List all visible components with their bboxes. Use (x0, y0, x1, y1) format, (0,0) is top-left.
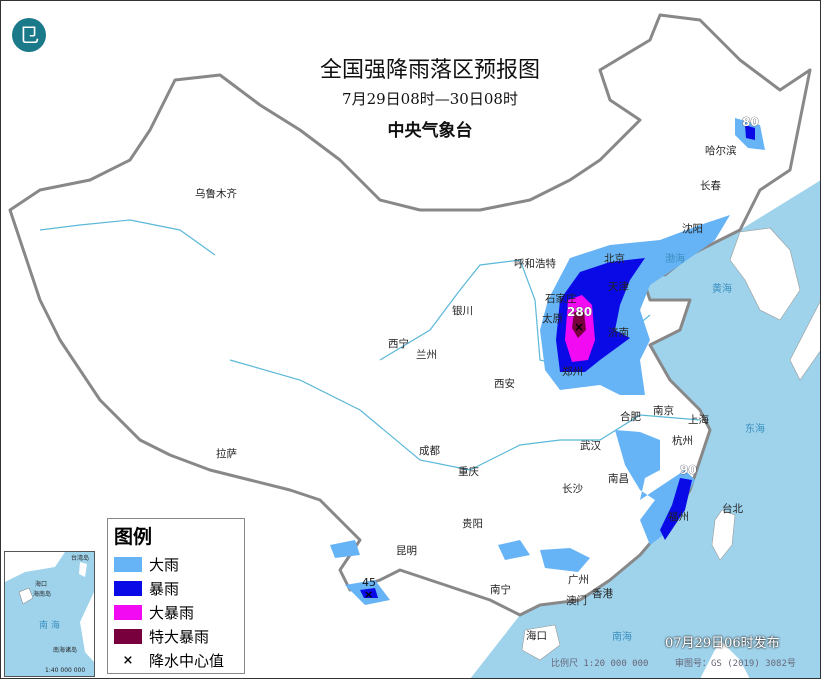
city-label: 济南 (608, 326, 629, 339)
city-label: 太原 (542, 312, 563, 325)
city-label: 福州 (668, 510, 689, 523)
yangtze-river (229, 359, 701, 471)
legend-label: 降水中心值 (149, 651, 225, 670)
city-label: 沈阳 (682, 222, 703, 235)
inset-scale: 1:40 000 000 (45, 667, 85, 674)
city-label: 台北 (722, 502, 743, 515)
city-label: 合肥 (620, 410, 641, 423)
inset-label: 海南岛 (33, 590, 51, 598)
city-label: 长春 (700, 180, 721, 192)
legend: 图例 大雨 暴雨 大暴雨 特大暴雨 × 降水中心值 (107, 518, 245, 674)
city-label: 香港 (592, 588, 613, 600)
legend-swatch (114, 556, 142, 572)
southeast-asia-land (300, 590, 470, 679)
city-label: 呼和浩特 (514, 258, 556, 270)
taiwan-island (711, 509, 736, 561)
map-title: 全国强降雨落区预报图 (319, 58, 540, 83)
city-label: 南京 (653, 404, 674, 417)
extreme-rainstorm-north-china (572, 312, 586, 338)
city-label: 银川 (452, 304, 473, 317)
map-scale: 比例尺 1:20 000 000 (551, 659, 649, 669)
legend-item-rain-center: × 降水中心值 (114, 648, 238, 672)
cross-marker-icon: × (122, 652, 134, 668)
forecast-period: 7月29日08时—30日08时 (342, 90, 518, 108)
publish-time: 07月29日06时发布 (665, 636, 780, 651)
sea-label: 黄海 (712, 282, 732, 295)
city-label: 重庆 (458, 465, 479, 478)
inset-label: 南海诸岛 (53, 646, 77, 654)
city-label: 武汉 (580, 439, 601, 452)
city-label: 上海 (688, 413, 709, 426)
city-label: 乌鲁木齐 (195, 187, 237, 200)
south-china-sea-inset: 海口 海南岛 台湾岛 南 海 南海诸岛 1:40 000 000 (4, 551, 95, 677)
city-label: 北京 (604, 252, 625, 265)
legend-item-heavy-rain: 大雨 (114, 552, 238, 576)
inset-label: 海口 (35, 580, 47, 588)
sea-label: 渤海 (665, 252, 685, 265)
city-label: 西安 (494, 377, 515, 390)
city-label: 郑州 (562, 365, 583, 378)
legend-item-heavy-rainstorm: 大暴雨 (114, 600, 238, 624)
legend-label: 特大暴雨 (149, 627, 210, 646)
rain-center-value: 280 (567, 305, 592, 319)
philippines-land (700, 640, 750, 679)
sea-label: 南海 (612, 630, 632, 643)
city-labels: 乌鲁木齐 呼和浩特 北京 天津 石家庄 太原 济南 郑州 银川 西宁 兰州 西安… (195, 144, 743, 642)
inset-label: 南 海 (39, 619, 60, 631)
city-label: 天津 (608, 281, 629, 293)
city-label: 长沙 (562, 483, 583, 495)
city-label: 成都 (419, 445, 440, 457)
korea-landmass (729, 227, 801, 321)
city-label: 贵阳 (462, 517, 483, 530)
city-label: 南昌 (608, 472, 629, 485)
rain-center-marker: × (574, 320, 584, 334)
heavy-rain-guangxi (498, 540, 530, 560)
legend-item-extreme-rainstorm: 特大暴雨 (114, 624, 238, 648)
rain-center-marker: × (364, 588, 373, 601)
cma-logo-icon: 㔾 (12, 18, 46, 52)
issuer: 中央气象台 (387, 121, 473, 141)
city-label: 广州 (568, 574, 589, 586)
legend-title: 图例 (114, 526, 153, 548)
hainan-island (521, 624, 561, 661)
city-label: 拉萨 (216, 447, 237, 460)
sea-label: 东海 (745, 422, 765, 435)
city-label: 西宁 (388, 337, 409, 350)
legend-label: 大暴雨 (149, 603, 195, 622)
legend-label: 大雨 (149, 555, 180, 574)
legend-item-rainstorm: 暴雨 (114, 576, 238, 600)
legend-swatch (114, 580, 142, 596)
city-label: 澳门 (566, 594, 587, 607)
city-label: 哈尔滨 (705, 144, 737, 157)
heavy-rain-guangdong (540, 548, 590, 572)
rainstorm-northeast (745, 125, 755, 140)
rainstorm-fujian (660, 478, 692, 540)
map-review-number: 审图号：GS (2019) 3082号 (675, 659, 796, 669)
city-label: 南宁 (490, 583, 511, 596)
city-label: 杭州 (672, 434, 693, 447)
rainstorm-yunnan-border (360, 588, 378, 598)
japan-landmass (789, 299, 821, 381)
heavy-rain-yunnan-south (330, 540, 360, 558)
legend-label: 暴雨 (149, 579, 180, 598)
inset-label: 台湾岛 (71, 554, 89, 562)
city-label: 昆明 (396, 545, 417, 557)
city-label: 石家庄 (545, 292, 577, 305)
rain-center-value: 45 (362, 576, 376, 589)
rain-center-value: 80 (742, 115, 759, 129)
tarim-river (39, 219, 216, 256)
legend-swatch (114, 604, 142, 620)
legend-swatch (114, 628, 142, 644)
rain-center-value: 90 (680, 463, 697, 477)
rain-areas (330, 118, 765, 605)
city-label: 兰州 (416, 348, 437, 361)
sea-area (470, 180, 821, 679)
city-label: 海口 (526, 629, 547, 642)
